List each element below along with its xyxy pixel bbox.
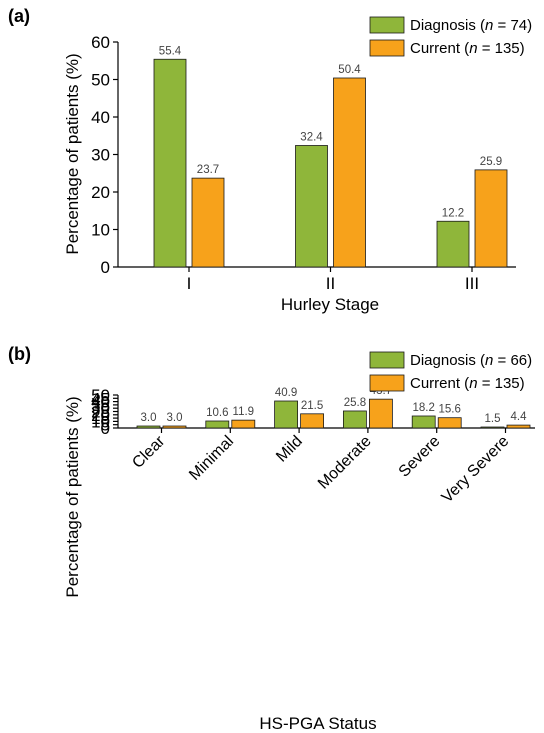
y-tick-label: 50 [91, 71, 110, 90]
panel-b-label: (b) [8, 344, 31, 364]
legend-label: Current (n = 135) [410, 375, 525, 392]
data-label: 1.5 [485, 413, 501, 425]
data-label: 50.4 [338, 64, 361, 76]
y-tick-label: 30 [91, 146, 110, 165]
y-tick-label: 10 [91, 412, 110, 431]
data-label: 55.4 [159, 45, 182, 57]
data-label: 3.0 [141, 412, 157, 424]
bar [342, 410, 367, 429]
bar [480, 426, 505, 429]
y-tick-label: 25 [91, 403, 110, 422]
data-label: 18.2 [413, 402, 435, 414]
y-tick-label: 15 [91, 409, 110, 428]
y-tick-label: 20 [91, 183, 110, 202]
bar [411, 415, 436, 429]
legend-swatch [369, 16, 405, 34]
data-label: 12.2 [442, 207, 464, 219]
legend-label: Diagnosis (n = 66) [410, 352, 532, 369]
bar [437, 417, 462, 429]
data-label: 11.9 [233, 406, 255, 418]
bar [162, 425, 187, 429]
panel-a-xlabel: Hurley Stage [281, 295, 379, 314]
panel-a-ylabel: Percentage of patients (%) [63, 53, 82, 254]
y-tick-label: 30 [91, 399, 110, 418]
data-label: 21.5 [301, 400, 323, 412]
bar [205, 420, 230, 429]
legend-swatch [369, 374, 405, 392]
y-tick-label: 10 [91, 221, 110, 240]
data-label: 3.0 [167, 412, 183, 424]
y-tick-label: 50 [91, 386, 110, 405]
bar [231, 419, 256, 429]
y-tick-label: 35 [91, 396, 110, 415]
panel-a-label: (a) [8, 6, 30, 26]
data-label: 10.6 [206, 407, 228, 419]
bar [274, 400, 299, 429]
bar [436, 220, 470, 268]
x-tick-label: III [465, 274, 479, 293]
y-tick-label: 20 [91, 406, 110, 425]
bar [333, 77, 366, 268]
x-tick-label: Minimal [186, 433, 237, 484]
y-tick-label: 40 [91, 393, 110, 412]
x-tick-label: I [187, 274, 192, 293]
bar [506, 424, 531, 429]
data-label: 4.4 [511, 411, 528, 423]
y-tick-label: 0 [101, 419, 110, 438]
y-tick-label: 60 [91, 33, 110, 52]
x-tick-label: Very Severe [439, 433, 513, 507]
panel-b-ylabel: Percentage of patients (%) [63, 396, 82, 597]
legend-label: Current (n = 135) [410, 40, 525, 57]
y-tick-label: 0 [101, 258, 110, 277]
y-tick-label: 45 [91, 389, 110, 408]
panel-a-marks: 0 10 20 30 40 50 60 55.4 23.7 I 32.4 50.4 II 12.2 25.9… [91, 16, 532, 293]
legend-label: Diagnosis (n = 74) [410, 17, 532, 34]
bar [295, 145, 328, 268]
x-tick-label: Moderate [315, 433, 375, 493]
data-label: 32.4 [300, 132, 323, 144]
data-label: 23.7 [197, 164, 219, 176]
bar [368, 398, 393, 429]
bar [153, 58, 187, 268]
data-label: 15.6 [439, 404, 461, 416]
bar [474, 169, 508, 268]
bar [300, 413, 325, 429]
data-label: 25.9 [480, 156, 502, 168]
bar [136, 425, 161, 429]
y-tick-label: 5 [101, 416, 110, 435]
data-label: 25.8 [344, 397, 366, 409]
x-tick-label: Mild [273, 433, 306, 466]
x-tick-label: Clear [129, 432, 169, 472]
data-label: 40.9 [275, 387, 297, 399]
panel-b-xlabel: HS-PGA Status [259, 714, 376, 733]
y-tick-label: 40 [91, 108, 110, 127]
x-tick-label: Severe [396, 433, 444, 481]
legend-swatch [369, 351, 405, 369]
legend-swatch [369, 39, 405, 57]
bar [191, 177, 225, 268]
x-tick-label: II [326, 274, 335, 293]
